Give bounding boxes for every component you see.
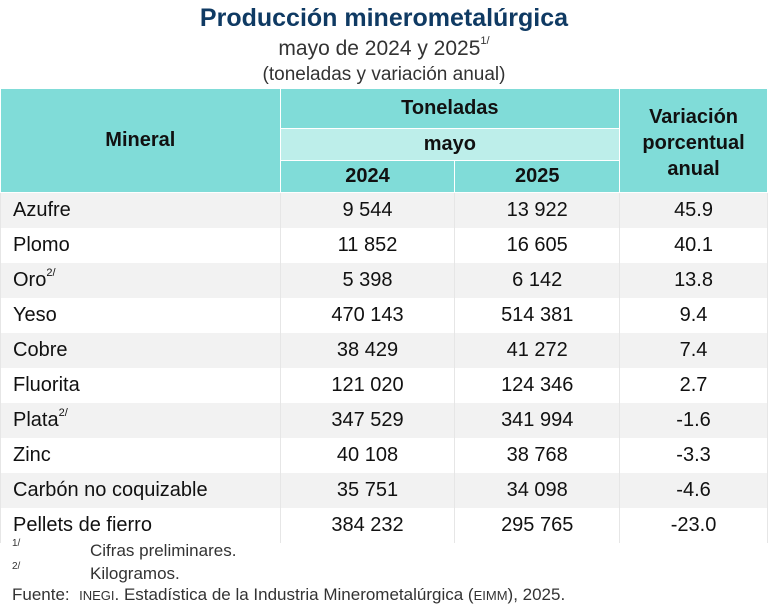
value-2024: 121 020 <box>279 367 456 403</box>
source-abbr: EIMM <box>473 588 508 603</box>
value-2025: 341 994 <box>454 402 621 438</box>
value-2025: 124 346 <box>454 367 621 403</box>
table-units: (toneladas y variación anual) <box>262 64 506 85</box>
header-toneladas: Toneladas <box>279 88 621 129</box>
value-2024: 40 108 <box>279 437 456 473</box>
value-2025: 514 381 <box>454 297 621 333</box>
source-note: Fuente: INEGI. Estadística de la Industr… <box>12 585 565 605</box>
footnote-ref: 2/ <box>46 266 56 279</box>
annual-variation: 2.7 <box>619 367 768 403</box>
mineral-name: Fluorita <box>0 367 281 403</box>
value-2024: 470 143 <box>279 297 456 333</box>
value-2024: 5 398 <box>279 262 456 298</box>
source-org: INEGI <box>79 588 115 603</box>
footnote-mark-2: 2/ <box>12 561 21 572</box>
production-table: Mineral Toneladas Variación porcentual a… <box>0 88 768 543</box>
table-row: Oro2/ 5 398 6 142 13.8 <box>0 262 768 298</box>
mineral-label: Carbón no coquizable <box>13 478 208 501</box>
mineral-label: Yeso <box>13 303 57 326</box>
footnote-2: Kilogramos. <box>90 564 180 583</box>
source-end: ), 2025. <box>507 585 566 604</box>
table-subtitle: mayo de 2024 y 20251/ <box>0 35 768 61</box>
value-2025: 295 765 <box>454 507 621 543</box>
mineral-name: Cobre <box>0 332 281 368</box>
subtitle-text: mayo de 2024 y 2025 <box>278 37 481 60</box>
table-row: Plata2/ 347 529 341 994 -1.6 <box>0 402 768 438</box>
value-2025: 38 768 <box>454 437 621 473</box>
annual-variation: 7.4 <box>619 332 768 368</box>
annual-variation: 9.4 <box>619 297 768 333</box>
value-2024: 38 429 <box>279 332 456 368</box>
mineral-name: Plomo <box>0 227 281 263</box>
mineral-label: Plomo <box>13 233 70 256</box>
mineral-name: Yeso <box>0 297 281 333</box>
header-mayo: mayo <box>279 128 621 161</box>
source-label: Fuente: <box>12 585 70 604</box>
source-text: . Estadística de la Industria Minerometa… <box>114 585 474 604</box>
footnote-ref: 2/ <box>58 406 68 419</box>
footnote-ref: 1/ <box>480 35 490 47</box>
mineral-label: Cobre <box>13 338 68 361</box>
mineral-label: Oro <box>13 268 47 291</box>
mineral-name: Zinc <box>0 437 281 473</box>
value-2025: 34 098 <box>454 472 621 508</box>
table-row: Carbón no coquizable 35 751 34 098 -4.6 <box>0 472 768 508</box>
mineral-name: Pellets de fierro <box>0 507 281 543</box>
mineral-name: Azufre <box>0 192 281 228</box>
header-mineral: Mineral <box>0 88 281 193</box>
table-row: Yeso 470 143 514 381 9.4 <box>0 297 768 333</box>
mineral-label: Zinc <box>13 443 51 466</box>
value-2025: 41 272 <box>454 332 621 368</box>
header-2024: 2024 <box>279 160 456 193</box>
table-row: Azufre 9 544 13 922 45.9 <box>0 192 768 228</box>
annual-variation: 13.8 <box>619 262 768 298</box>
header-2025: 2025 <box>454 160 621 193</box>
value-2025: 13 922 <box>454 192 621 228</box>
table-row: Plomo 11 852 16 605 40.1 <box>0 227 768 263</box>
mineral-label: Fluorita <box>13 373 80 396</box>
annual-variation: -23.0 <box>619 507 768 543</box>
table-row: Zinc 40 108 38 768 -3.3 <box>0 437 768 473</box>
value-2024: 11 852 <box>279 227 456 263</box>
mineral-label: Pellets de fierro <box>13 513 152 536</box>
mineral-name: Plata2/ <box>0 402 281 438</box>
annual-variation: -3.3 <box>619 437 768 473</box>
value-2024: 9 544 <box>279 192 456 228</box>
annual-variation: 45.9 <box>619 192 768 228</box>
annual-variation: -1.6 <box>619 402 768 438</box>
mineral-name: Carbón no coquizable <box>0 472 281 508</box>
table-row: Pellets de fierro 384 232 295 765 -23.0 <box>0 507 768 543</box>
annual-variation: -4.6 <box>619 472 768 508</box>
table-row: Fluorita 121 020 124 346 2.7 <box>0 367 768 403</box>
header-variacion: Variación porcentual anual <box>619 88 768 193</box>
value-2024: 35 751 <box>279 472 456 508</box>
mineral-name: Oro2/ <box>0 262 281 298</box>
mineral-label: Azufre <box>13 198 71 221</box>
value-2025: 6 142 <box>454 262 621 298</box>
table-row: Cobre 38 429 41 272 7.4 <box>0 332 768 368</box>
annual-variation: 40.1 <box>619 227 768 263</box>
value-2024: 384 232 <box>279 507 456 543</box>
footnote-1: Cifras preliminares. <box>90 541 237 560</box>
value-2025: 16 605 <box>454 227 621 263</box>
value-2024: 347 529 <box>279 402 456 438</box>
table-title: Producción minerometalúrgica <box>199 4 569 32</box>
mineral-label: Plata <box>13 408 59 431</box>
footnote-mark-1: 1/ <box>12 538 21 549</box>
